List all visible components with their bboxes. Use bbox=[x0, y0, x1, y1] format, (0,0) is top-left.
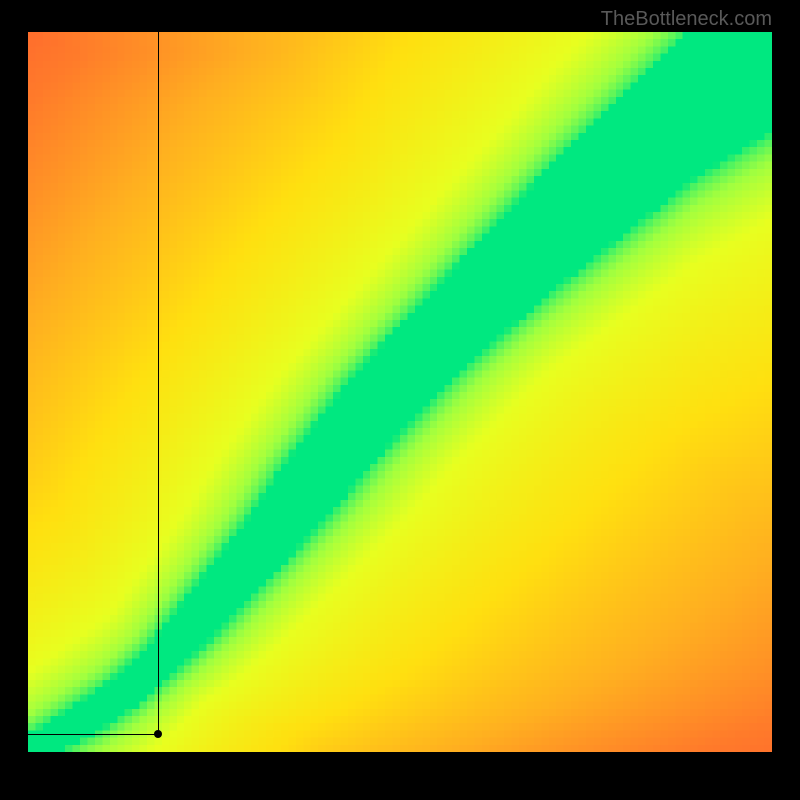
frame-right bbox=[772, 32, 800, 752]
marker-dot bbox=[154, 730, 162, 738]
marker-horizontal-line bbox=[28, 734, 158, 735]
heatmap-plot bbox=[28, 32, 772, 752]
marker-vertical-line bbox=[158, 32, 159, 734]
heatmap-canvas bbox=[28, 32, 772, 752]
frame-left bbox=[0, 32, 28, 752]
watermark-text: TheBottleneck.com bbox=[601, 8, 772, 31]
frame-bottom bbox=[28, 752, 772, 800]
